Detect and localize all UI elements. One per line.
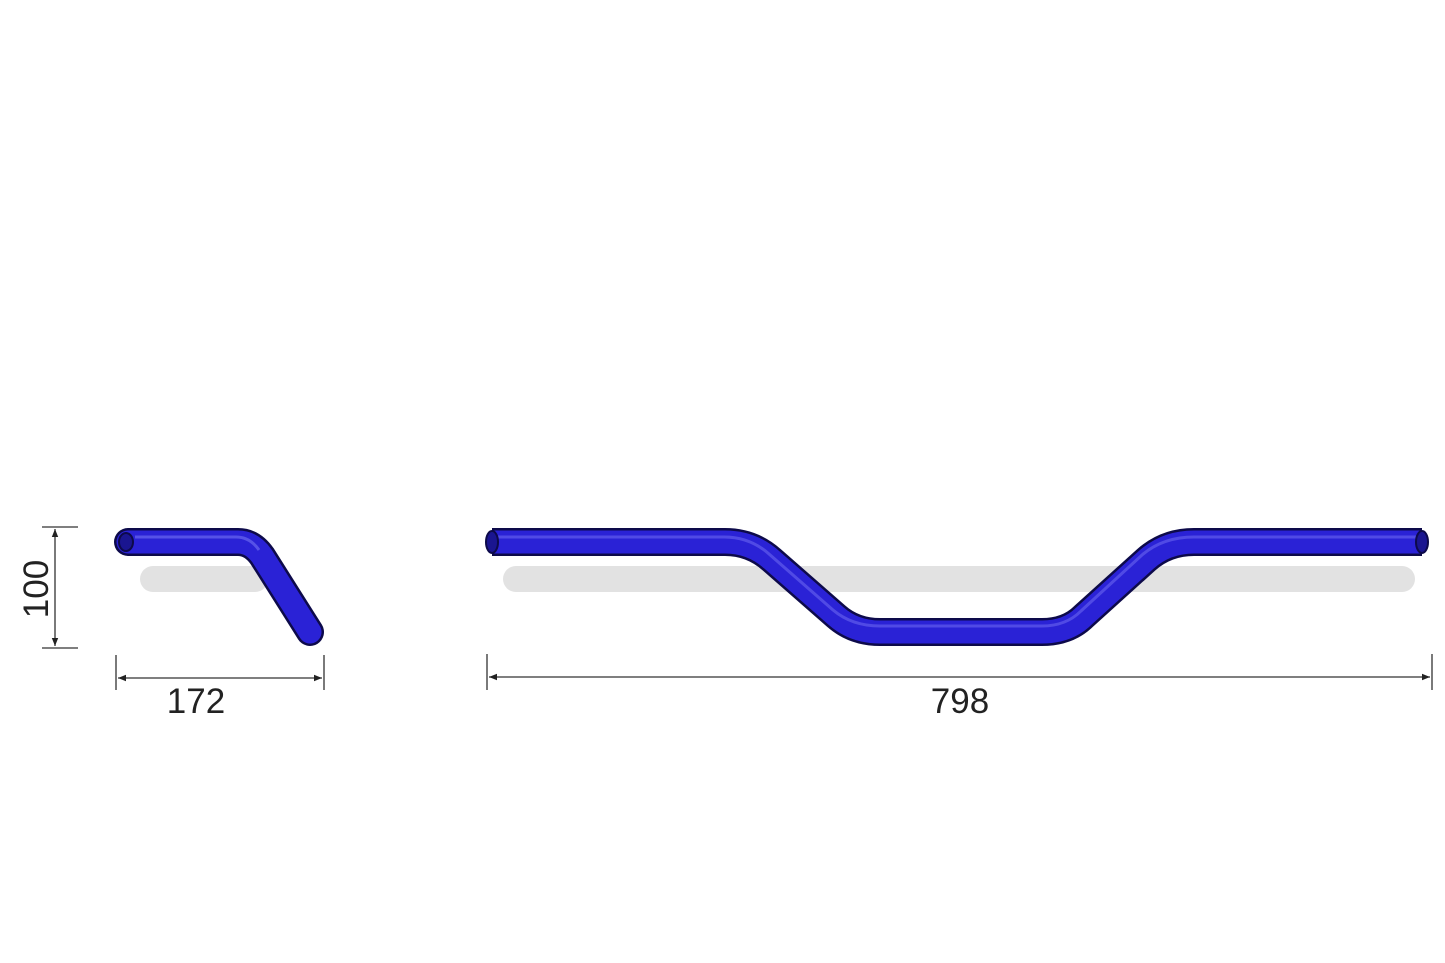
- front-view-tube-highlight: [498, 535, 1416, 628]
- width-dimension: 798: [486, 654, 1433, 721]
- tube-end-opening: [118, 532, 134, 552]
- depth-dimension-label: 172: [167, 682, 225, 721]
- side-view-shadow: [140, 566, 268, 592]
- front-view: [485, 528, 1429, 646]
- side-view-tube-highlight: [135, 535, 261, 551]
- front-view-shadow: [503, 566, 1415, 592]
- right-tube-end-opening: [1415, 530, 1429, 554]
- height-dimension-label: 100: [17, 560, 56, 618]
- side-view-tube: [116, 530, 322, 644]
- width-dimension-label: 798: [931, 682, 989, 721]
- left-tube-end-opening: [485, 530, 499, 554]
- front-view-tube: [492, 530, 1422, 644]
- depth-dimension: 172: [115, 655, 325, 721]
- side-view: [114, 528, 324, 646]
- height-dimension: 100: [17, 526, 78, 649]
